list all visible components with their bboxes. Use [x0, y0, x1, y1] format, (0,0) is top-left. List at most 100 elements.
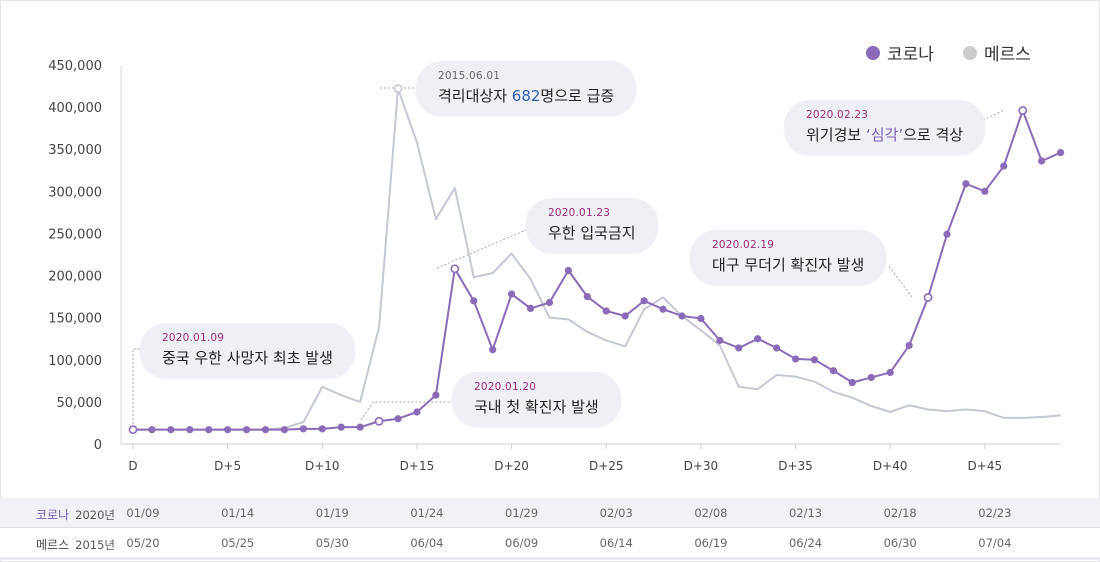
- table-row-corona: 코로나 2020년 01/09 01/14 01/19 01/24 01/29 02/03 0…: [0, 498, 1100, 528]
- corona-data-point: [508, 290, 516, 298]
- y-tick-label: 300,000: [48, 185, 102, 200]
- annotation-date: 2020.02.19: [712, 239, 775, 251]
- date-mapping-table: 코로나 2020년 01/09 01/14 01/19 01/24 01/29 02/03 0…: [0, 498, 1100, 560]
- corona-data-point: [943, 230, 951, 238]
- row-year: 2015년: [75, 538, 115, 552]
- corona-highlight-point: [128, 425, 138, 435]
- date-cell: 06/04: [410, 536, 444, 550]
- corona-data-point: [981, 187, 989, 195]
- annotation-leader-line: [436, 229, 527, 269]
- corona-data-point: [621, 312, 629, 320]
- corona-data-point: [432, 391, 440, 399]
- date-cell: 06/14: [599, 536, 633, 550]
- corona-data-point: [356, 423, 364, 431]
- y-tick-label: 150,000: [48, 312, 102, 327]
- date-cell: 02/23: [978, 506, 1012, 520]
- corona-data-point: [1038, 157, 1046, 165]
- annotation-text: 국내 첫 확진자 발생: [474, 398, 599, 416]
- date-cell: 05/20: [126, 536, 160, 550]
- corona-data-point: [678, 312, 686, 320]
- corona-data-point: [697, 314, 705, 323]
- date-cell: 01/24: [410, 506, 444, 520]
- x-tick-label: D+35: [778, 459, 813, 473]
- x-tick-label: D+20: [494, 459, 529, 473]
- annotation-alert-serious: 2020.02.23 위기경보 ‘심각’으로 격상: [784, 100, 986, 155]
- legend-label-corona: 코로나: [887, 45, 934, 65]
- x-tick-label: D+25: [589, 459, 624, 473]
- y-tick-label: 200,000: [48, 270, 102, 285]
- legend-dot-mers: [963, 45, 977, 60]
- row-label: 메르스 2015년: [36, 536, 115, 553]
- annotation-china-first-death: 2020.01.09 중국 우한 사망자 최초 발생: [140, 323, 355, 378]
- corona-data-point: [886, 368, 894, 377]
- corona-data-point: [1056, 148, 1065, 157]
- x-tick-label: D+15: [400, 459, 435, 473]
- corona-data-point: [394, 415, 402, 423]
- corona-data-point: [337, 423, 345, 431]
- legend-item-mers: 메르스: [963, 40, 1031, 65]
- date-cell: 07/04: [978, 536, 1012, 550]
- corona-highlight-point: [1018, 106, 1028, 115]
- annotation-first-domestic-case: 2020.01.20 국내 첫 확진자 발생: [452, 372, 621, 427]
- date-cell: 02/18: [883, 506, 917, 520]
- corona-data-point: [224, 426, 232, 434]
- corona-data-point: [470, 297, 478, 305]
- annotation-quarantine-surge: 2015.06.01 격리대상자 682명으로 급증: [416, 61, 637, 116]
- legend-item-corona: 코로나: [866, 40, 934, 65]
- corona-data-point: [962, 180, 970, 188]
- y-tick-label: 450,000: [48, 59, 102, 74]
- corona-data-point: [754, 335, 762, 343]
- y-tick-label: 50,000: [57, 396, 103, 411]
- corona-data-point: [810, 356, 819, 364]
- annotation-wuhan-entry-ban: 2020.01.23 우한 입국금지: [526, 198, 658, 253]
- row-name: 메르스: [36, 538, 70, 552]
- corona-highlight-point: [374, 416, 384, 426]
- corona-data-point: [242, 426, 251, 434]
- date-cell: 05/30: [315, 536, 349, 550]
- annotation-text-post: 으로 격상: [903, 126, 964, 144]
- corona-data-point: [186, 426, 194, 434]
- date-cell: 06/30: [883, 536, 917, 550]
- date-cell: 06/19: [694, 536, 728, 550]
- x-tick-label: D+30: [684, 459, 719, 473]
- annotation-leader-line: [360, 401, 452, 421]
- corona-data-point: [583, 293, 591, 301]
- y-tick-label: 250,000: [48, 227, 102, 242]
- corona-highlight-point: [923, 293, 933, 302]
- annotation-date: 2020.01.23: [548, 207, 611, 219]
- date-cell: 06/09: [505, 536, 539, 550]
- annotation-text: 중국 우한 사망자 최초 발생: [162, 349, 333, 367]
- row-year: 2020년: [75, 508, 115, 522]
- corona-data-point: [848, 378, 856, 387]
- x-tick-label: D+45: [968, 459, 1003, 473]
- date-cell: 01/09: [126, 506, 160, 520]
- date-cell: 06/24: [788, 536, 823, 550]
- corona-data-point: [1000, 162, 1008, 170]
- y-tick-label: 400,000: [48, 101, 102, 116]
- corona-data-point: [829, 367, 838, 375]
- corona-data-point: [773, 344, 781, 352]
- corona-data-point: [545, 298, 554, 307]
- corona-data-point: [261, 426, 270, 434]
- corona-data-point: [148, 426, 156, 434]
- table-row-mers: 메르스 2015년 05/20 05/25 05/30 06/04 06/09 06/14 0…: [0, 528, 1100, 560]
- date-cell: 02/08: [694, 506, 728, 520]
- corona-data-point: [489, 346, 497, 354]
- corona-data-point: [640, 297, 648, 305]
- annotation-date: 2020.02.23: [806, 109, 869, 121]
- corona-data-point: [905, 341, 913, 350]
- corona-data-point: [735, 344, 743, 352]
- annotation-leader-line: [982, 109, 1005, 121]
- corona-data-point: [564, 266, 572, 275]
- date-cell: 01/29: [505, 506, 539, 520]
- corona-data-point: [602, 307, 610, 315]
- date-cell: 01/19: [315, 506, 349, 520]
- x-tick-label: D+5: [214, 459, 241, 473]
- date-cell: 05/25: [221, 536, 255, 550]
- annotation-text: 우한 입국금지: [548, 224, 636, 242]
- corona-data-point: [318, 425, 326, 433]
- row-name: 코로나: [36, 508, 70, 522]
- annotation-leader-line: [132, 348, 140, 428]
- y-tick-label: 350,000: [48, 143, 102, 158]
- corona-data-point: [280, 426, 289, 434]
